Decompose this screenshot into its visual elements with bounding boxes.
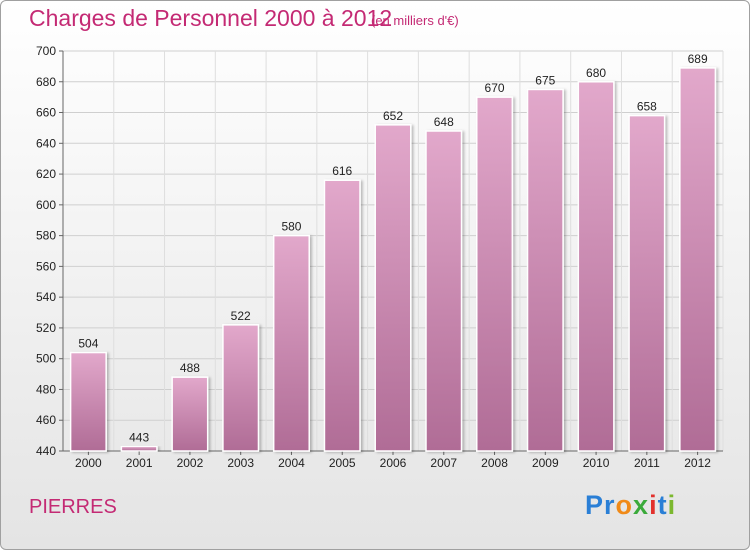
y-tick-label: 680 bbox=[36, 75, 56, 89]
y-tick-label: 660 bbox=[36, 106, 56, 120]
logo-letter: P bbox=[585, 490, 605, 520]
bar-2010 bbox=[577, 81, 615, 452]
bar-2006 bbox=[374, 124, 412, 452]
bar-2002 bbox=[171, 376, 209, 452]
data-label-2008: 670 bbox=[485, 81, 505, 95]
data-label-2003: 522 bbox=[231, 309, 251, 323]
bar-2007 bbox=[425, 130, 463, 452]
x-tick-label: 2000 bbox=[75, 456, 102, 470]
x-tick-label: 2012 bbox=[684, 456, 711, 470]
x-tick-label: 2010 bbox=[583, 456, 610, 470]
bar-2001 bbox=[120, 445, 158, 452]
logo-letter: r bbox=[604, 490, 616, 520]
data-label-2000: 504 bbox=[78, 337, 98, 351]
data-label-2007: 648 bbox=[434, 115, 454, 129]
data-label-2001: 443 bbox=[129, 430, 149, 444]
y-tick-label: 540 bbox=[36, 290, 56, 304]
logo-letter: x bbox=[633, 490, 650, 520]
data-label-2012: 689 bbox=[688, 52, 708, 66]
x-tick-label: 2008 bbox=[481, 456, 508, 470]
x-tick-label: 2009 bbox=[532, 456, 559, 470]
y-tick-label: 620 bbox=[36, 167, 56, 181]
bar-2003 bbox=[222, 324, 260, 452]
place-name: PIERRES bbox=[29, 496, 117, 518]
data-label-2010: 680 bbox=[586, 66, 606, 80]
bar-2008 bbox=[476, 96, 514, 452]
y-tick-label: 500 bbox=[36, 352, 56, 366]
y-tick-label: 520 bbox=[36, 321, 56, 335]
y-tick-label: 480 bbox=[36, 382, 56, 396]
x-tick-label: 2011 bbox=[634, 456, 660, 470]
data-label-2002: 488 bbox=[180, 361, 200, 375]
x-tick-label: 2003 bbox=[227, 456, 254, 470]
bars bbox=[69, 67, 717, 452]
x-tick-label: 2004 bbox=[278, 456, 305, 470]
data-label-2009: 675 bbox=[535, 73, 555, 87]
bar-2000 bbox=[69, 351, 107, 452]
y-tick-label: 560 bbox=[36, 259, 56, 273]
y-tick-label: 640 bbox=[36, 136, 56, 150]
data-label-2006: 652 bbox=[383, 109, 403, 123]
labels: 440 460 480 500 520 540 560 580 600 620 640 660 680 7… bbox=[36, 44, 711, 470]
bar-2005 bbox=[323, 179, 361, 452]
y-tick-label: 580 bbox=[36, 229, 56, 243]
x-tick-label: 2005 bbox=[329, 456, 356, 470]
x-tick-label: 2006 bbox=[380, 456, 407, 470]
logo-letter: i bbox=[649, 490, 658, 520]
y-tick-label: 700 bbox=[36, 44, 56, 58]
logo-letter: o bbox=[615, 490, 634, 520]
y-tick-label: 460 bbox=[36, 413, 56, 427]
x-tick-label: 2007 bbox=[430, 456, 457, 470]
logo-letter: i bbox=[667, 490, 677, 520]
proxiti-logo: Proxiti bbox=[585, 490, 676, 521]
y-tick-label: 600 bbox=[36, 198, 56, 212]
chart-title: Charges de Personnel 2000 à 2012 bbox=[29, 5, 393, 31]
x-tick-label: 2002 bbox=[177, 456, 204, 470]
data-label-2004: 580 bbox=[281, 220, 301, 234]
data-label-2011: 658 bbox=[637, 100, 657, 114]
bar-2011 bbox=[628, 114, 666, 452]
bar-2009 bbox=[526, 88, 564, 452]
bar-2012 bbox=[679, 67, 717, 452]
x-tick-label: 2001 bbox=[126, 456, 153, 470]
bar-2004 bbox=[272, 234, 310, 452]
y-tick-label: 440 bbox=[36, 444, 56, 458]
data-label-2005: 616 bbox=[332, 164, 352, 178]
chart-subtitle: (en milliers d'€) bbox=[371, 13, 459, 28]
logo-letter: t bbox=[657, 490, 668, 520]
